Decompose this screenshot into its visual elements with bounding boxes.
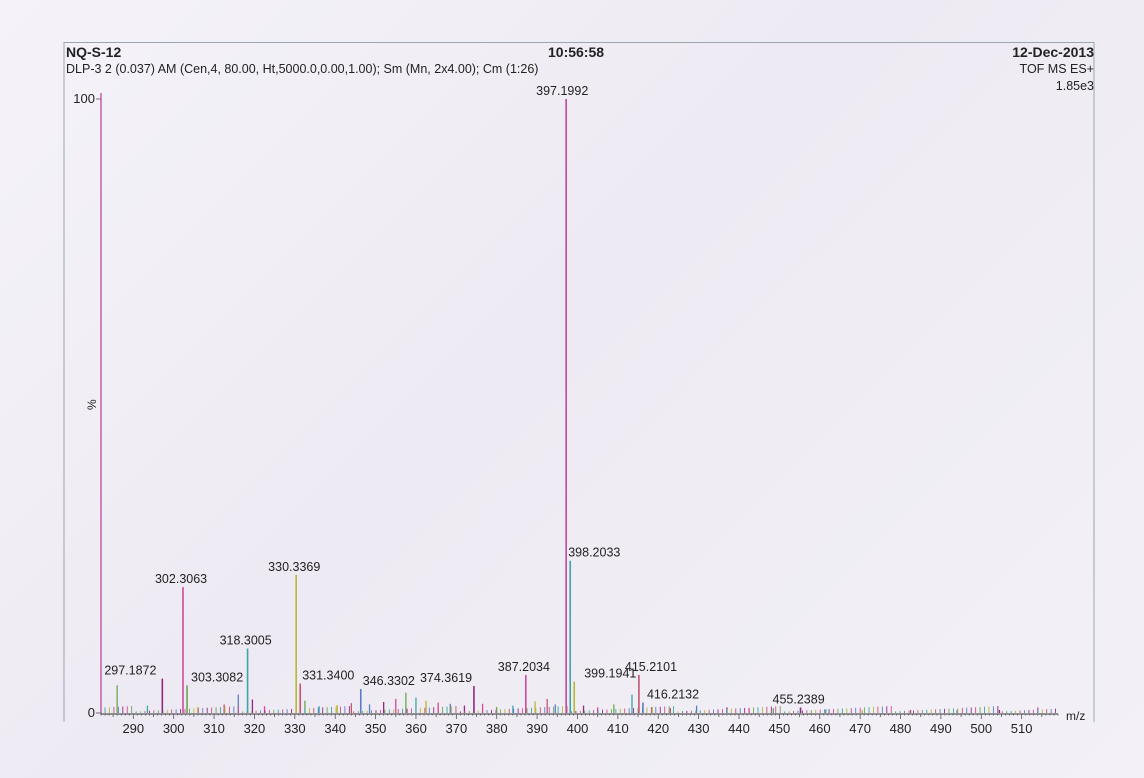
peak-label: 303.3082 [191,670,243,684]
peak-labels: 297.1872 302.3063 303.3082 318.3005 330.3369… [104,84,824,706]
x-tick-label: 370 [445,721,467,736]
y-tick-label: 0 [88,705,95,720]
peak-label: 397.1992 [536,84,588,98]
intensity-scale: 1.85e3 [1055,79,1094,93]
peak-label: 399.1941 [584,667,636,681]
sample-id: NQ-S-12 [66,44,122,60]
peak-label: 398.2033 [568,546,620,560]
x-tick-label: 450 [769,721,791,736]
x-tick-label: 500 [970,721,992,736]
plot-frame [63,42,1095,722]
x-tick-label: 380 [486,721,508,736]
x-tick-label: 490 [930,721,952,736]
peak-label: 297.1872 [104,664,156,678]
labeled-peaks [161,99,802,713]
x-tick-label: 470 [849,721,871,736]
x-tick-label: 480 [890,721,912,736]
x-tick-label: 320 [244,721,266,736]
axes: m/z% [85,93,1085,723]
x-tick-label: 510 [1011,721,1033,736]
x-tick-label: 390 [526,721,548,736]
x-axis-label: m/z [1066,709,1085,723]
y-axis-label: % [85,399,99,410]
x-tick-label: 310 [203,721,225,736]
y-tick-label: 100 [73,91,95,106]
acquisition-date: 12-Dec-2013 [1012,44,1094,60]
x-tick-label: 460 [809,721,831,736]
x-tick-label: 340 [324,721,346,736]
x-tick-label: 400 [567,721,589,736]
peak-label: 346.3302 [363,674,415,688]
peak-label: 455.2389 [773,692,825,706]
x-tick-label: 420 [647,721,669,736]
x-tick-label: 350 [365,721,387,736]
peak-label: 331.3400 [302,669,354,683]
y-ticks: 0 100 [73,91,101,720]
peak-label: 415.2101 [625,660,677,674]
peak-label: 330.3369 [268,560,320,574]
peak-label: 302.3063 [155,572,207,586]
x-tick-label: 290 [122,721,144,736]
header-rule [64,42,1094,43]
x-tick-label: 440 [728,721,750,736]
ms-mode: TOF MS ES+ [1019,62,1094,76]
acquisition-time: 10:56:58 [548,44,605,60]
x-tick-label: 360 [405,721,427,736]
x-tick-label: 430 [688,721,710,736]
peak-label: 374.3619 [420,671,472,685]
peak-label: 416.2132 [647,688,699,702]
x-ticks: 290 300 310 320 330 340 350 360 370 380 390 400 410 4… [100,714,1059,736]
acquisition-params: DLP-3 2 (0.037) AM (Cen,4, 80.00, Ht,500… [66,62,539,76]
peak-label: 318.3005 [220,634,272,648]
x-tick-label: 300 [163,721,185,736]
peak-label: 387.2034 [498,660,550,674]
x-tick-label: 410 [607,721,629,736]
x-tick-label: 330 [284,721,306,736]
